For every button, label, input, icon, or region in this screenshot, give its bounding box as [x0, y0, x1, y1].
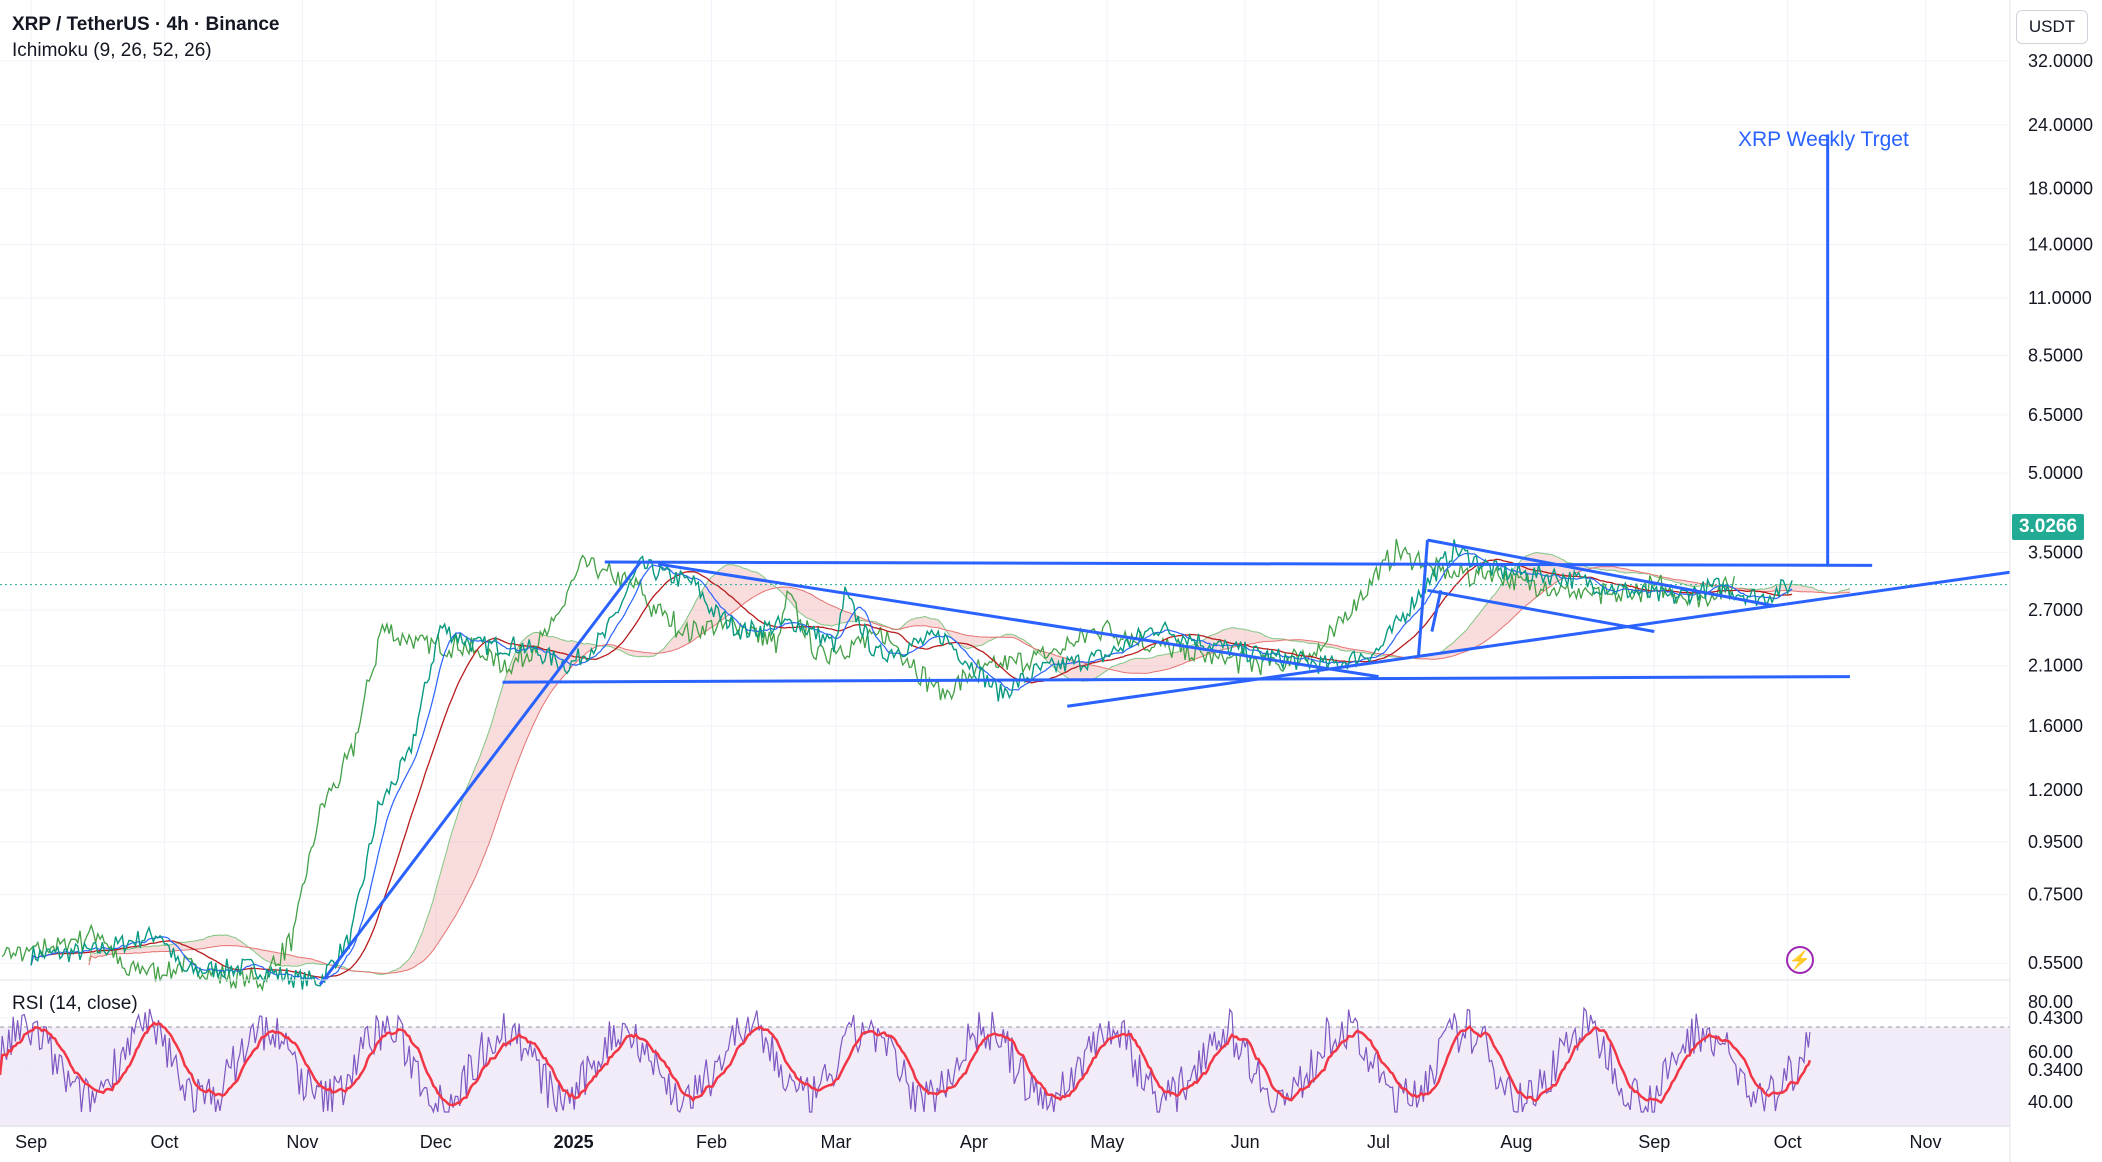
conversion-line	[30, 552, 1793, 982]
x-tick-label: Apr	[960, 1132, 988, 1152]
rsi-ma-line	[0, 1021, 1812, 1107]
x-tick-label: Oct	[151, 1132, 179, 1152]
y-tick-label: 0.5500	[2028, 953, 2083, 973]
y-tick-label: 3.5000	[2028, 542, 2083, 562]
y-tick-label: 18.0000	[2028, 179, 2093, 199]
x-tick-label: Dec	[420, 1132, 452, 1152]
rsi-label[interactable]: RSI (14, close)	[12, 993, 138, 1014]
rsi-pane: 80.00 60.00 40.00	[0, 992, 2073, 1127]
lagging-span	[1, 538, 1735, 992]
impulse-leg-2[interactable]	[1430, 589, 1443, 632]
x-tick-label: Jul	[1367, 1132, 1390, 1152]
rsi-tick-label: 40.00	[2028, 1092, 2073, 1112]
indicator-label[interactable]: Ichimoku (9, 26, 52, 26)	[12, 40, 212, 61]
cloud-area	[88, 552, 1850, 975]
currency-selector[interactable]: USDT	[2016, 10, 2088, 44]
x-tick-label: 2025	[554, 1132, 594, 1152]
y-tick-label: 8.5000	[2028, 345, 2083, 365]
x-tick-label: Nov	[1910, 1132, 1942, 1152]
y-tick-label: 0.9500	[2028, 832, 2083, 852]
x-tick-label: Jun	[1231, 1132, 1260, 1152]
price-series	[0, 538, 2010, 992]
y-tick-label: 5.0000	[2028, 463, 2083, 483]
ichimoku-cloud	[88, 551, 1851, 976]
x-tick-label: May	[1090, 1132, 1124, 1152]
y-tick-label: 0.4300	[2028, 1008, 2083, 1028]
last-price-badge: 3.0266	[2012, 514, 2084, 540]
leading-span-a	[88, 551, 1851, 976]
y-tick-label: 24.0000	[2028, 115, 2093, 135]
range-top[interactable]	[604, 560, 1873, 567]
flag-bottom[interactable]	[1427, 588, 1655, 634]
grid	[0, 0, 2010, 1120]
y-tick-label: 1.6000	[2028, 716, 2083, 736]
symbol-title[interactable]: XRP / TetherUS · 4h · Binance	[12, 14, 280, 35]
leading-span-b	[88, 565, 1850, 974]
y-tick-label: 0.3400	[2028, 1060, 2083, 1080]
y-tick-label: 14.0000	[2028, 235, 2093, 255]
range-bottom[interactable]	[502, 675, 1850, 684]
y-tick-label: 2.7000	[2028, 600, 2083, 620]
x-tick-label: Oct	[1774, 1132, 1802, 1152]
y-tick-label: 0.7500	[2028, 884, 2083, 904]
descending-line[interactable]	[657, 562, 1379, 679]
trendline-drawings[interactable]	[318, 134, 2011, 986]
impulse-leg-1[interactable]	[1417, 539, 1429, 656]
x-tick-label: Feb	[696, 1132, 727, 1152]
x-tick-label: Nov	[286, 1132, 318, 1152]
rsi-tick-label: 60.00	[2028, 1042, 2073, 1062]
x-tick-label: Aug	[1500, 1132, 1532, 1152]
chart-legend: XRP / TetherUS · 4h · Binance Ichimoku (…	[12, 12, 279, 64]
y-tick-label: 2.1000	[2028, 656, 2083, 676]
y-tick-label: 32.0000	[2028, 51, 2093, 71]
rising-support[interactable]	[1067, 570, 2011, 708]
x-tick-label: Sep	[15, 1132, 47, 1152]
x-tick-label: Sep	[1638, 1132, 1670, 1152]
rsi-tick-label: 80.00	[2028, 992, 2073, 1012]
target-annotation[interactable]: XRP Weekly Trget	[1738, 128, 1909, 151]
lightning-icon[interactable]: ⚡	[1786, 946, 1814, 974]
y-tick-label: 11.0000	[2028, 288, 2092, 308]
y-tick-label: 1.2000	[2028, 780, 2083, 800]
y-tick-label: 6.5000	[2028, 405, 2083, 425]
price-line	[30, 539, 1793, 990]
x-tick-label: Mar	[821, 1132, 852, 1152]
rally-trendline[interactable]	[318, 561, 642, 986]
flag-top[interactable]	[1427, 538, 1775, 608]
